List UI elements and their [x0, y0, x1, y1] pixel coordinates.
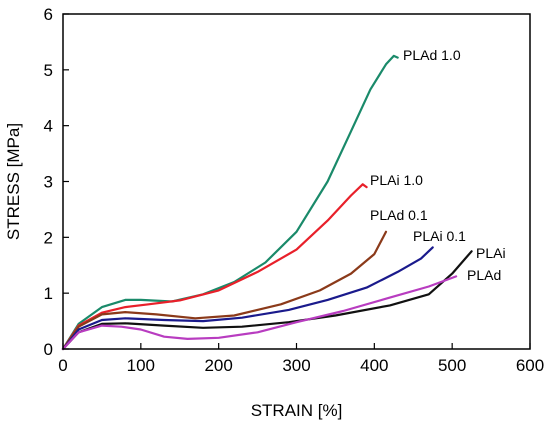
x-tick-label: 300	[282, 356, 310, 375]
series-label: PLAd 0.1	[370, 207, 428, 223]
x-axis-title: STRAIN [%]	[251, 401, 343, 420]
series-label: PLAi 0.1	[413, 228, 466, 244]
series-label: PLAi	[476, 245, 506, 261]
y-tick-label: 2	[44, 228, 53, 247]
series-layer	[61, 54, 473, 351]
x-tick-label: 100	[127, 356, 155, 375]
y-tick-label: 4	[44, 117, 53, 136]
series-line-plad	[61, 275, 458, 351]
y-tick-label: 5	[44, 61, 53, 80]
series-label: PLAd 1.0	[403, 47, 461, 63]
x-tick-label: 600	[516, 356, 544, 375]
series-line-plad-1-0	[61, 54, 399, 351]
y-tick-label: 0	[44, 340, 53, 359]
y-tick-label: 6	[44, 5, 53, 24]
x-tick-label: 0	[58, 356, 67, 375]
series-label: PLAi 1.0	[370, 172, 423, 188]
x-tick-label: 500	[438, 356, 466, 375]
y-tick-label: 1	[44, 284, 53, 303]
y-axis-title: STRESS [MPa]	[4, 123, 23, 240]
y-tick-label: 3	[44, 173, 53, 192]
series-label: PLAd	[467, 267, 501, 283]
series-line-plai-0-1	[61, 246, 434, 351]
x-tick-label: 200	[204, 356, 232, 375]
series-labels-layer: PLAd 1.0 PLAi 1.0 PLAd 0.1 PLAi 0.1 PLAi PLAd	[370, 47, 506, 283]
ticks-layer: 0 100 200 300 400 500 600 0 1 2 3 4 5 6	[44, 5, 545, 375]
x-tick-label: 400	[360, 356, 388, 375]
series-line-plai	[61, 250, 473, 351]
series-line-plai-1-0	[61, 183, 368, 351]
series-line-plad-0-1	[61, 230, 388, 351]
